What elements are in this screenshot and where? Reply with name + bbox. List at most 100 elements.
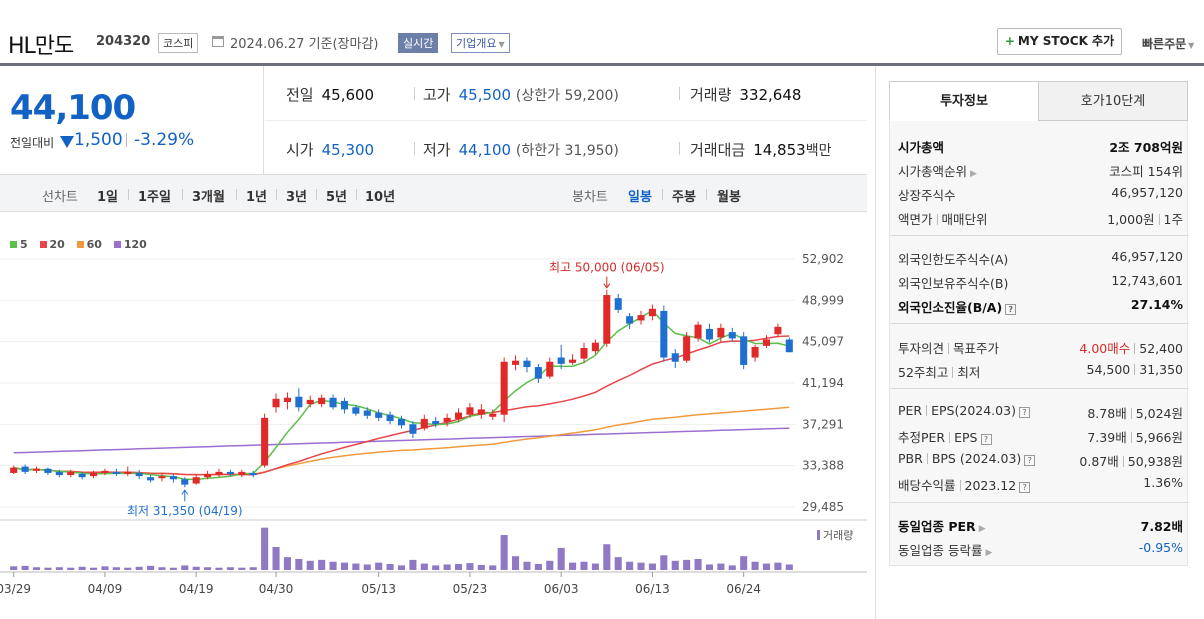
mcap-rank-label: 시가총액순위 bbox=[898, 164, 968, 179]
amount-cell: 거래대금 14,853백만 bbox=[690, 139, 831, 160]
volume-bar bbox=[375, 562, 383, 570]
legend-ma20: 20 bbox=[39, 238, 65, 251]
opinion-value: 4.00매수 bbox=[1079, 341, 1131, 356]
help-icon[interactable]: ? bbox=[1024, 455, 1036, 466]
period-daily[interactable]: 일봉 bbox=[628, 190, 652, 205]
chevron-right-icon: ▶ bbox=[985, 548, 993, 558]
tab-invest-info[interactable]: 투자정보 bbox=[889, 81, 1039, 121]
tab-orderbook[interactable]: 호가10단계 bbox=[1038, 81, 1188, 121]
volume-bar bbox=[340, 562, 349, 570]
period-1d[interactable]: 1일 bbox=[97, 190, 119, 205]
candle-chart-label: 봉차트 bbox=[572, 190, 608, 205]
volume-bar bbox=[477, 564, 485, 570]
pbr-values: 0.87배 50,938원 bbox=[1079, 451, 1183, 470]
industry-per-row[interactable]: 동일업종 PER ▶ 7.82배 bbox=[898, 516, 1183, 538]
help-icon[interactable]: ? bbox=[980, 434, 992, 445]
candle-body bbox=[705, 328, 713, 340]
divider bbox=[959, 480, 961, 491]
divider bbox=[949, 432, 951, 443]
candle-body bbox=[466, 407, 474, 415]
company-overview-button[interactable]: 기업개요 ▼ bbox=[451, 33, 510, 53]
industry-rate-value: -0.95% bbox=[1138, 540, 1183, 555]
foreign-rate-value: 27.14% bbox=[1130, 297, 1183, 312]
volume-bar bbox=[454, 564, 463, 570]
est-per-labels: 추정PER EPS? bbox=[898, 427, 992, 446]
help-icon[interactable]: ? bbox=[1018, 407, 1030, 418]
quick-order-button[interactable]: 빠른주문 ▼ bbox=[1142, 35, 1194, 52]
candle-body bbox=[101, 470, 109, 473]
volume-bar bbox=[569, 562, 577, 570]
volume-bar bbox=[67, 567, 75, 570]
volume-bar bbox=[147, 565, 155, 570]
help-icon[interactable]: ? bbox=[1005, 304, 1017, 315]
realtime-button[interactable]: 실시간 bbox=[398, 33, 439, 53]
candle-body bbox=[124, 471, 132, 475]
period-10y[interactable]: 10년 bbox=[365, 190, 396, 205]
volume-bar bbox=[443, 564, 451, 570]
mcap-rank-row[interactable]: 시가총액순위 ▶ 코스피 154위 bbox=[898, 161, 1183, 183]
divider bbox=[236, 189, 237, 200]
period-monthly[interactable]: 월봉 bbox=[717, 190, 741, 205]
info-tabs: 투자정보 호가10단계 bbox=[889, 81, 1188, 121]
period-1y[interactable]: 1년 bbox=[246, 190, 268, 205]
industry-rate-label: 동일업종 등락률 bbox=[898, 543, 983, 558]
industry-rate-row[interactable]: 동일업종 등락률 ▶ -0.95% bbox=[898, 540, 1183, 562]
period-weekly[interactable]: 주봉 bbox=[672, 190, 696, 205]
opinion-labels: 투자의견 목표주가 bbox=[898, 338, 999, 357]
period-3y[interactable]: 3년 bbox=[286, 190, 308, 205]
low-arrowhead-icon bbox=[181, 489, 189, 495]
stock-name: HL만도 bbox=[8, 34, 74, 59]
company-overview-label: 기업개요 bbox=[456, 37, 497, 50]
industry-rate-cell: 동일업종 등락률 ▶ bbox=[898, 540, 992, 559]
shares-label: 상장주식수 bbox=[898, 188, 956, 203]
period-1w[interactable]: 1주일 bbox=[138, 190, 171, 205]
eps-label: EPS(2024.03) bbox=[931, 403, 1016, 418]
volume-bar bbox=[261, 527, 269, 570]
candle-body bbox=[181, 479, 189, 485]
chevron-down-icon: ▼ bbox=[498, 40, 505, 49]
candle-body bbox=[67, 471, 75, 476]
volume-bar bbox=[192, 566, 200, 570]
volume-bar bbox=[546, 560, 554, 570]
volume-bar bbox=[671, 560, 679, 570]
dividend-date: 2023.12 bbox=[964, 478, 1017, 493]
foreign-hold-row: 외국인보유주식수(B) 12,743,601 bbox=[898, 273, 1183, 295]
candle-body bbox=[728, 332, 736, 339]
period-3m[interactable]: 3개월 bbox=[192, 190, 225, 205]
volume-bar bbox=[683, 559, 691, 570]
volume-bar bbox=[728, 565, 736, 570]
wk52-values: 54,500 31,350 bbox=[1087, 362, 1184, 377]
wk52-low-value: 31,350 bbox=[1139, 362, 1183, 377]
stock-chart[interactable]: 52,902 48,999 45,097 41,194 37,291 33,388 29,4… bbox=[0, 212, 867, 619]
amount-value: 14,853 bbox=[753, 141, 806, 159]
volume-bar bbox=[603, 544, 611, 570]
period-5y[interactable]: 5년 bbox=[326, 190, 348, 205]
x-tick-label: 04/09 bbox=[88, 582, 123, 596]
candle-body bbox=[249, 472, 257, 476]
amount-unit: 백만 bbox=[805, 143, 832, 159]
foreign-hold-label: 외국인보유주식수(B) bbox=[898, 276, 1009, 291]
candle-body bbox=[751, 346, 759, 358]
industry-per-cell: 동일업종 PER ▶ bbox=[898, 516, 986, 535]
help-icon[interactable]: ? bbox=[1019, 482, 1031, 493]
ma20-line bbox=[13, 335, 790, 476]
divider bbox=[706, 189, 707, 200]
foreign-hold-value: 12,743,601 bbox=[1111, 273, 1183, 288]
dividend-label: 배당수익률 bbox=[898, 478, 956, 493]
x-tick-label: 06/13 bbox=[635, 582, 670, 596]
legend-ma120: 120 bbox=[113, 238, 147, 251]
opinion-row: 투자의견 목표주가 4.00매수 52,400 bbox=[898, 338, 1183, 360]
high-value: 45,500 bbox=[458, 86, 512, 104]
divider bbox=[890, 502, 1189, 503]
candle-body bbox=[500, 361, 508, 415]
volume-bar bbox=[512, 556, 520, 570]
line-chart-label: 선차트 bbox=[42, 190, 78, 205]
mcap-row: 시가총액 2조 708억원 bbox=[898, 137, 1183, 159]
volume-bar bbox=[181, 565, 189, 570]
bps-value: 50,938원 bbox=[1127, 454, 1183, 469]
mystock-add-button[interactable]: + MY STOCK 추가 bbox=[997, 28, 1122, 55]
volume-bar bbox=[705, 564, 713, 570]
target-value: 52,400 bbox=[1139, 341, 1183, 356]
per-value: 8.78배 bbox=[1087, 406, 1127, 421]
volume-cell: 거래량 332,648 bbox=[690, 84, 801, 105]
